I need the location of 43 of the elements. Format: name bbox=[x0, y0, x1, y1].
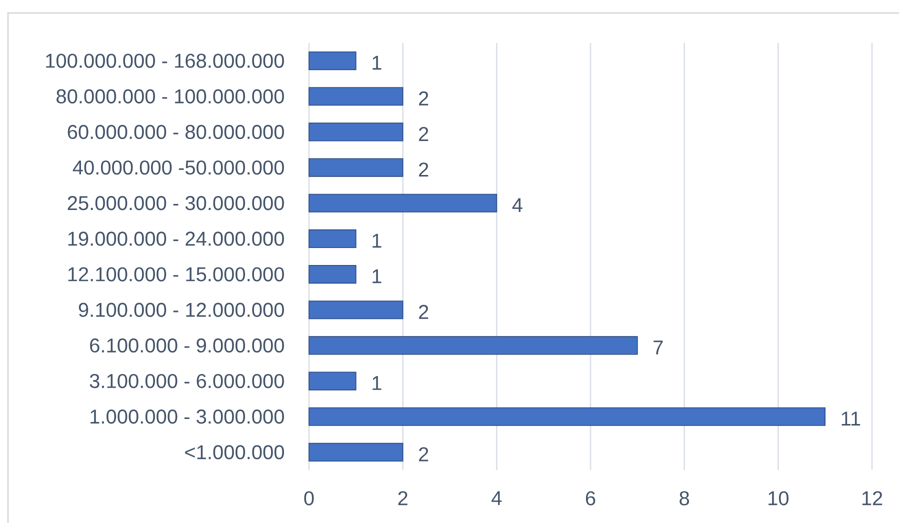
bar bbox=[308, 336, 638, 355]
x-tick-label: 6 bbox=[586, 491, 596, 506]
x-tick-label: 4 bbox=[492, 491, 502, 505]
x-tick-label: 10 bbox=[768, 491, 789, 506]
data-label: 1 bbox=[372, 269, 382, 284]
y-tick-label: 9.100.000 - 12.000.000 bbox=[78, 302, 284, 317]
y-tick-label: 6.100.000 - 9.000.000 bbox=[90, 338, 284, 353]
data-label: 7 bbox=[654, 340, 663, 354]
y-tick-label: 25.000.000 - 30.000.000 bbox=[68, 196, 284, 210]
bar bbox=[308, 52, 356, 70]
bar bbox=[308, 229, 356, 248]
data-label: 1 bbox=[372, 376, 382, 390]
y-tick-label: 40.000.000 -50.000.000 bbox=[72, 160, 284, 175]
y-tick-label: 100.000.000 - 168.000.000 bbox=[46, 54, 284, 68]
y-tick-label: 80.000.000 - 100.000.000 bbox=[56, 89, 284, 104]
data-label: 2 bbox=[419, 91, 428, 106]
bar bbox=[308, 194, 498, 212]
y-tick-label: 1.000.000 - 3.000.000 bbox=[90, 410, 284, 424]
data-label: 2 bbox=[419, 126, 428, 141]
data-label: 1 bbox=[372, 56, 382, 70]
y-tick-label: 3.100.000 - 6.000.000 bbox=[90, 374, 284, 388]
data-label: 11 bbox=[842, 412, 860, 426]
bar bbox=[308, 300, 404, 320]
bar bbox=[308, 407, 826, 426]
data-label: 1 bbox=[372, 234, 382, 248]
y-tick-label: 19.000.000 - 24.000.000 bbox=[68, 232, 284, 246]
y-tick-label: <1.000.000 bbox=[185, 445, 284, 460]
bar bbox=[308, 442, 404, 462]
bar bbox=[308, 158, 404, 177]
y-tick-label: 60.000.000 - 80.000.000 bbox=[68, 124, 284, 140]
y-tick-label: 12.100.000 - 15.000.000 bbox=[68, 267, 284, 282]
data-label: 4 bbox=[512, 198, 522, 212]
x-tick-label: 2 bbox=[398, 491, 408, 506]
bar bbox=[308, 265, 356, 284]
bar bbox=[308, 87, 404, 106]
x-tick-label: 0 bbox=[304, 491, 314, 506]
bar bbox=[308, 372, 356, 390]
data-label: 2 bbox=[419, 162, 428, 177]
x-tick-label: 12 bbox=[862, 491, 882, 506]
data-label: 2 bbox=[419, 447, 428, 462]
data-label: 2 bbox=[419, 304, 428, 319]
x-tick-label: 8 bbox=[680, 491, 690, 506]
bar bbox=[308, 122, 404, 142]
